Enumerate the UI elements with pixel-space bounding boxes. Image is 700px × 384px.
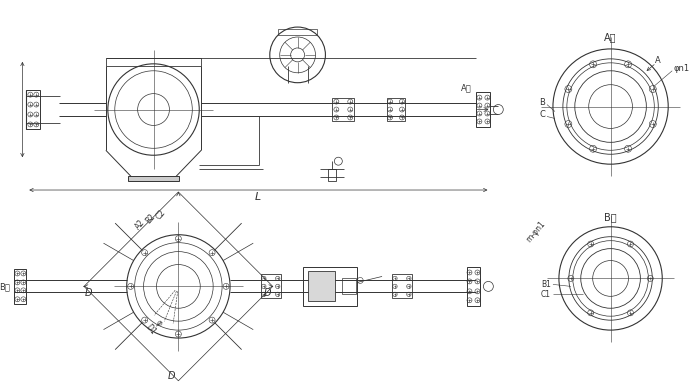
Bar: [387, 98, 405, 121]
Bar: [106, 58, 201, 66]
Text: B1: B1: [541, 280, 551, 289]
Text: A: A: [655, 56, 661, 65]
Bar: [342, 278, 356, 295]
Text: B向: B向: [604, 212, 617, 222]
Text: B2: B2: [144, 212, 158, 225]
Text: A2: A2: [134, 218, 147, 232]
Text: D: D: [264, 288, 272, 298]
Bar: [332, 98, 354, 121]
Text: A向: A向: [604, 32, 617, 42]
Text: D: D: [168, 371, 175, 381]
Text: C2: C2: [154, 208, 167, 222]
Bar: [477, 92, 491, 127]
Bar: [27, 89, 41, 129]
Bar: [15, 268, 27, 304]
Text: C1: C1: [541, 290, 551, 299]
Bar: [261, 275, 281, 298]
Bar: [307, 271, 335, 301]
Text: A向: A向: [461, 83, 472, 92]
Bar: [127, 176, 179, 181]
Text: m-φn1: m-φn1: [524, 219, 547, 244]
Text: D: D: [85, 288, 92, 298]
Bar: [392, 275, 412, 298]
Text: φn1: φn1: [673, 64, 690, 73]
Text: C: C: [539, 110, 545, 119]
Bar: [328, 169, 337, 181]
Text: B: B: [539, 98, 545, 107]
Bar: [278, 29, 318, 35]
Bar: [302, 266, 357, 306]
Text: φ
D1: φ D1: [144, 316, 165, 336]
Text: L: L: [255, 192, 261, 202]
Text: B向: B向: [0, 282, 10, 291]
Bar: [466, 266, 480, 306]
